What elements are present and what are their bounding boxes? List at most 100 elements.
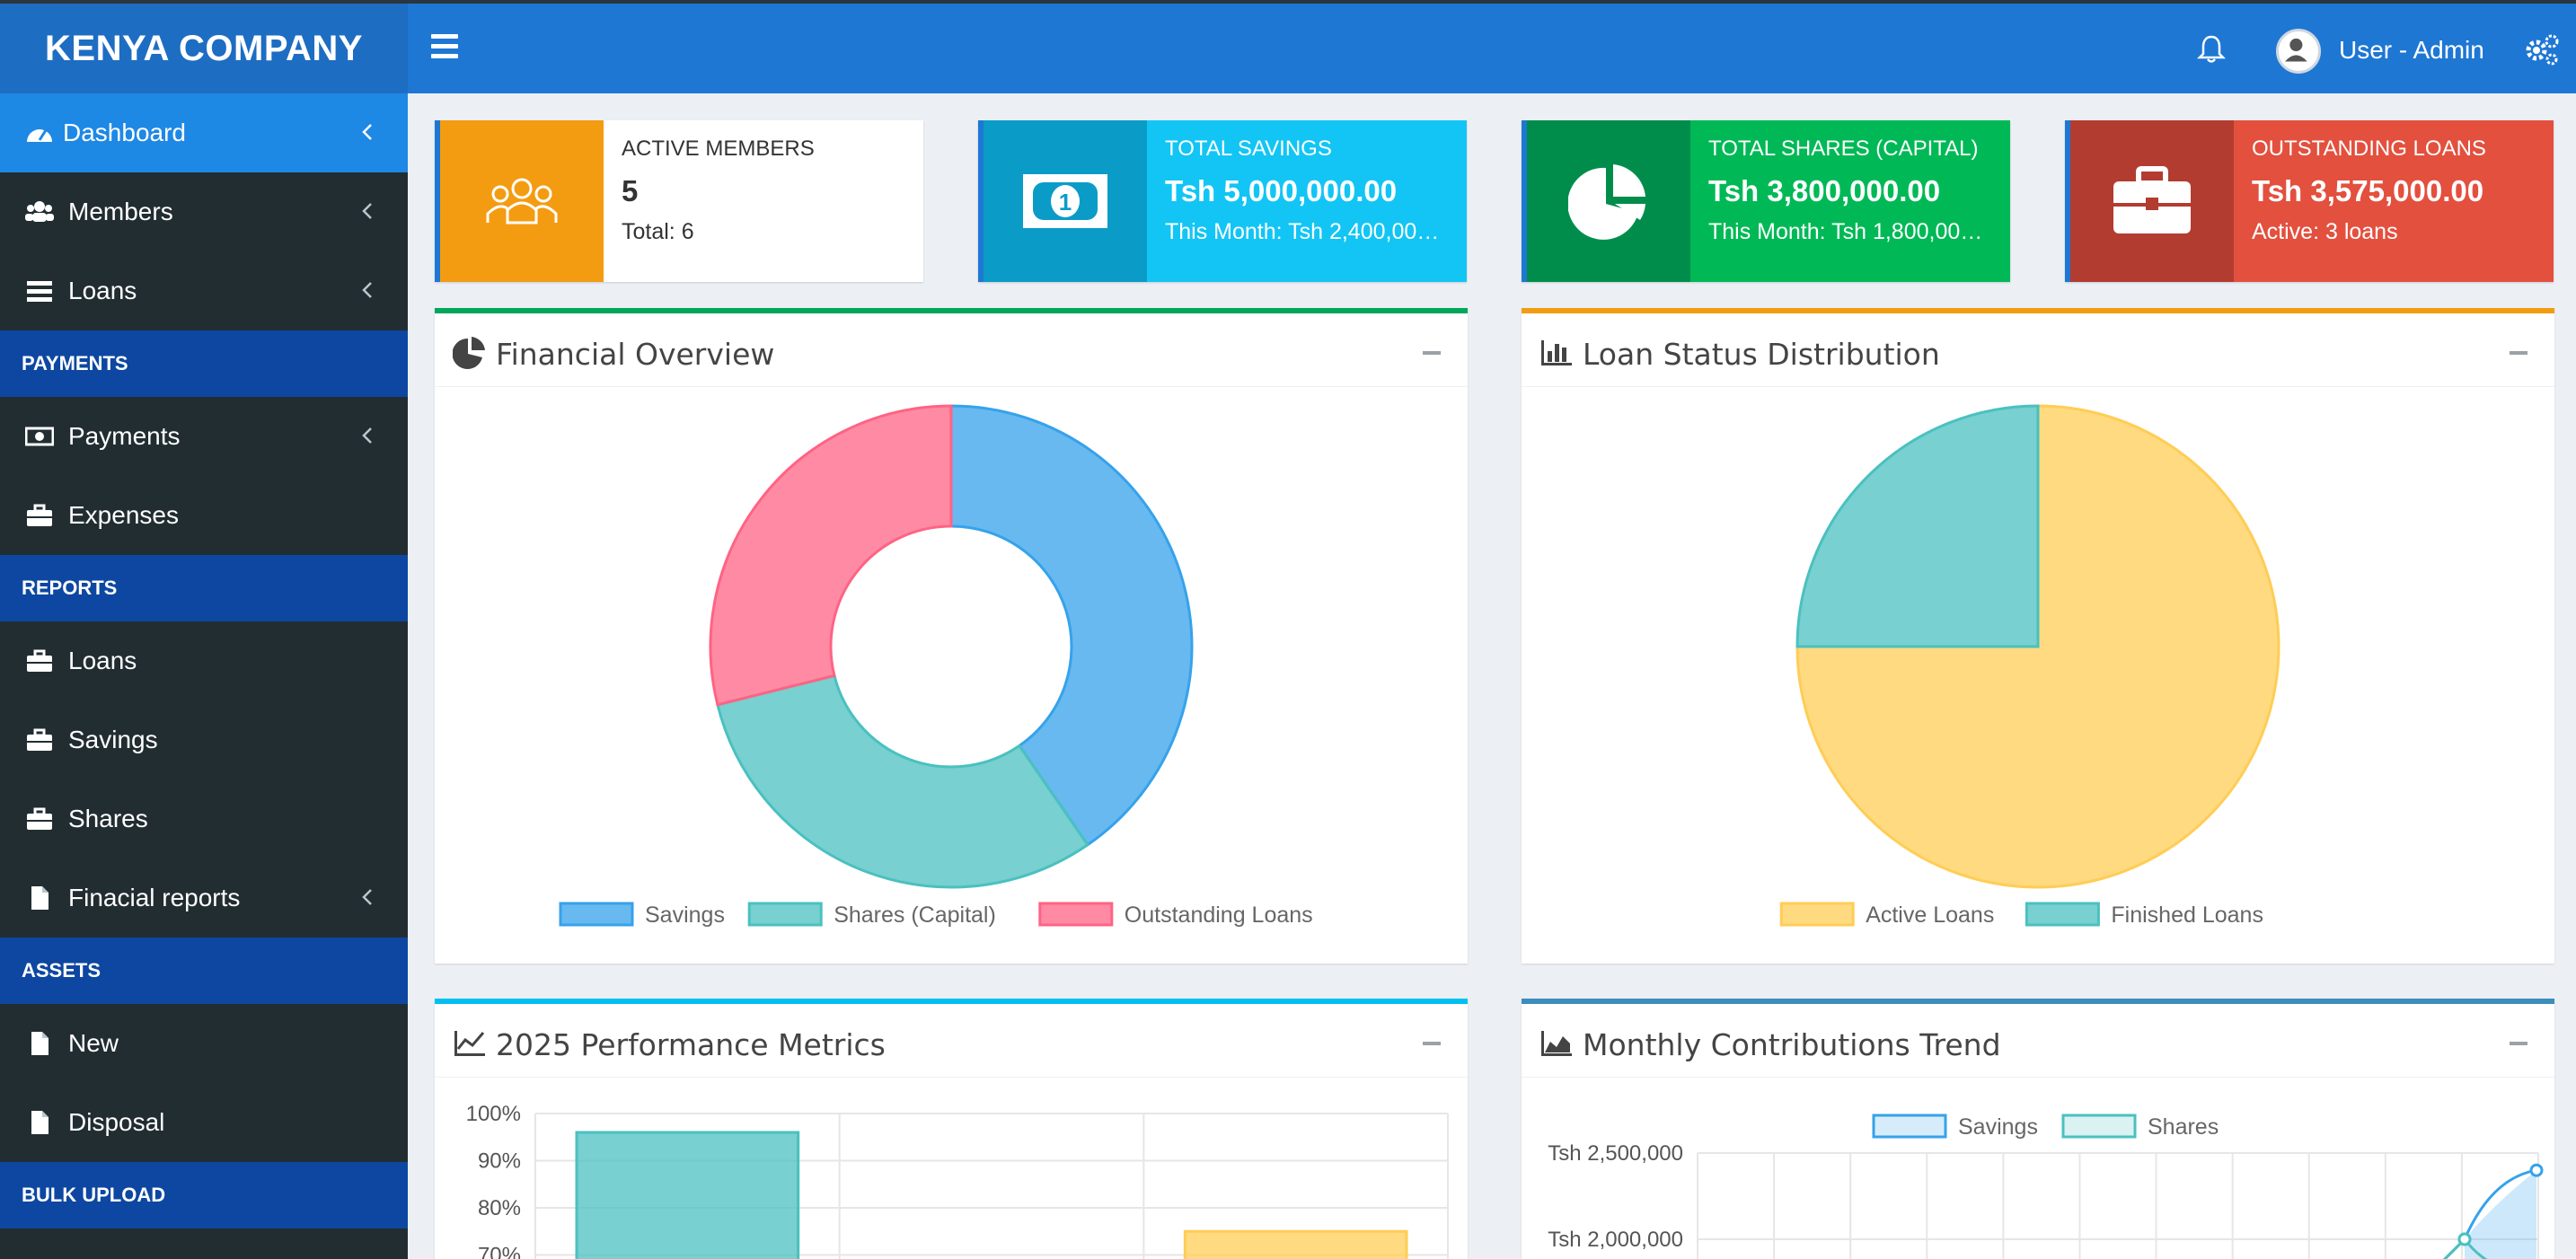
chevron-left-icon xyxy=(362,889,372,905)
y-tick-label: 100% xyxy=(466,1102,521,1126)
y-tick-label: 90% xyxy=(478,1149,521,1174)
pie-chart-icon xyxy=(453,337,485,369)
sidebar-item-label: Loans xyxy=(68,277,137,304)
loan-status-panel: Loan Status Distribution Active Loans Fin… xyxy=(1522,308,2554,964)
sidebar-item-label: Payments xyxy=(68,422,181,450)
sidebar-item-financial-reports[interactable]: Finacial reports xyxy=(0,858,408,938)
panel-title: Monthly Contributions Trend xyxy=(1583,1027,2001,1062)
sidebar-item-label: Finacial reports xyxy=(68,884,241,911)
legend-swatch[interactable] xyxy=(1872,1114,1947,1139)
info-box-icon-area xyxy=(2070,120,2234,282)
info-box-sub: This Month: Tsh 1,800,000.00 xyxy=(1708,219,1992,244)
monthly-trend-panel: Monthly Contributions Trend Savings Share… xyxy=(1522,999,2554,1259)
legend-swatch[interactable] xyxy=(2025,902,2100,927)
money-icon xyxy=(25,427,54,446)
briefcase-icon xyxy=(2113,166,2191,233)
legend-label[interactable]: Outstanding Loans xyxy=(1125,902,1313,928)
data-point[interactable] xyxy=(2457,1232,2472,1246)
info-box-icon-area xyxy=(1527,120,1690,282)
info-box-value: Tsh 3,800,000.00 xyxy=(1708,174,1941,207)
bell-icon[interactable] xyxy=(2197,34,2226,65)
sidebar-item-report-loans[interactable]: Loans xyxy=(0,621,408,700)
menu-toggle-icon[interactable] xyxy=(431,34,458,61)
sidebar-item-label: New xyxy=(68,1029,119,1057)
monthly-trend-chart: Savings Shares Tsh 2,500,000 Tsh 2,000,000 xyxy=(1548,1114,2544,1259)
sidebar-item-assets-new[interactable]: New xyxy=(0,1004,408,1083)
legend-label[interactable]: Finished Loans xyxy=(2111,902,2263,928)
performance-metrics-panel: 2025 Performance Metrics 100% 90% 80% 70% xyxy=(435,999,1468,1259)
info-box-value: 5 xyxy=(622,174,639,207)
info-box-accent xyxy=(435,120,440,282)
sidebar-item-assets-disposal[interactable]: Disposal xyxy=(0,1083,408,1162)
info-box-accent xyxy=(978,120,984,282)
top-navbar: KENYA COMPANY User - Admin xyxy=(0,0,2576,93)
collapse-minus-icon[interactable] xyxy=(1423,1042,1441,1045)
sidebar-item-label: Savings xyxy=(68,726,158,753)
sidebar-item-label: Members xyxy=(68,198,173,225)
legend-swatch[interactable] xyxy=(559,902,634,927)
pie-chart-icon xyxy=(1568,164,1645,240)
sidebar-item-expenses[interactable]: Expenses xyxy=(0,476,408,555)
file-icon xyxy=(31,1111,49,1134)
legend-swatch[interactable] xyxy=(747,902,823,927)
collapse-minus-icon[interactable] xyxy=(2510,1042,2527,1045)
bar[interactable] xyxy=(575,1131,800,1259)
svg-text:1: 1 xyxy=(1059,189,1072,216)
sidebar-item-members[interactable]: Members xyxy=(0,172,408,251)
sidebar-item-payments[interactable]: Payments xyxy=(0,397,408,476)
line-chart-icon xyxy=(454,1031,485,1056)
panel-title: 2025 Performance Metrics xyxy=(496,1027,886,1062)
y-tick-label: 70% xyxy=(478,1244,521,1259)
sidebar-header-bulk-upload: BULK UPLOAD xyxy=(0,1162,408,1228)
brand-logo[interactable]: KENYA COMPANY xyxy=(0,4,408,93)
legend-swatch[interactable] xyxy=(1038,902,1114,927)
pie-slice-finished-loans[interactable] xyxy=(1795,404,2040,648)
pie-slice-outstanding-loans[interactable] xyxy=(709,404,953,707)
info-box-sub: Active: 3 loans xyxy=(2252,219,2398,244)
legend-swatch[interactable] xyxy=(2061,1114,2137,1139)
collapse-minus-icon[interactable] xyxy=(2510,351,2527,355)
briefcase-icon xyxy=(27,504,52,526)
info-box-title: TOTAL SAVINGS xyxy=(1165,136,1332,161)
legend-label[interactable]: Savings xyxy=(1958,1114,2038,1140)
info-box-title: OUTSTANDING LOANS xyxy=(2252,136,2486,161)
info-box-outstanding-loans: OUTSTANDING LOANS Tsh 3,575,000.00 Activ… xyxy=(2065,120,2554,282)
user-name[interactable]: User - Admin xyxy=(2339,36,2484,64)
legend-label[interactable]: Shares xyxy=(2148,1114,2219,1140)
info-box-accent xyxy=(1522,120,1527,282)
legend-label[interactable]: Active Loans xyxy=(1866,902,1994,928)
sidebar-item-report-shares[interactable]: Shares xyxy=(0,779,408,858)
sidebar-item-loans[interactable]: Loans xyxy=(0,251,408,330)
sidebar-item-label: Disposal xyxy=(68,1108,165,1136)
chevron-left-icon xyxy=(362,282,372,298)
pie-slice-savings[interactable] xyxy=(949,404,1194,847)
user-avatar[interactable] xyxy=(2276,29,2321,74)
financial-overview-panel: Financial Overview Savings Shares (Capita… xyxy=(435,308,1468,964)
sidebar: Dashboard Members Loans PAYMENTS Payment… xyxy=(0,93,408,1259)
settings-gears-icon[interactable] xyxy=(2524,32,2560,66)
info-box-icon-area: 1 xyxy=(984,120,1147,282)
legend-swatch[interactable] xyxy=(1779,902,1855,927)
data-point[interactable] xyxy=(2529,1163,2544,1177)
bar-chart-icon xyxy=(1541,340,1572,365)
info-box-total-shares: TOTAL SHARES (CAPITAL) Tsh 3,800,000.00 … xyxy=(1522,120,2010,282)
legend-label[interactable]: Shares (Capital) xyxy=(834,902,996,928)
chevron-left-icon xyxy=(362,203,372,219)
pie-slice-shares-capital-[interactable] xyxy=(716,674,1090,889)
info-box-total-savings: 1 TOTAL SAVINGS Tsh 5,000,000.00 This Mo… xyxy=(978,120,1467,282)
panel-title: Financial Overview xyxy=(496,337,775,372)
series-area-savings xyxy=(2465,1170,2536,1259)
collapse-minus-icon[interactable] xyxy=(1423,351,1441,355)
y-tick-label: Tsh 2,000,000 xyxy=(1548,1228,1683,1252)
bar[interactable] xyxy=(1183,1229,1408,1259)
sidebar-item-label: Shares xyxy=(68,805,148,832)
y-tick-label: 80% xyxy=(478,1196,521,1220)
info-box-value: Tsh 5,000,000.00 xyxy=(1165,174,1398,207)
sidebar-item-dashboard[interactable]: Dashboard xyxy=(0,93,408,172)
sidebar-item-report-savings[interactable]: Savings xyxy=(0,700,408,779)
legend-label[interactable]: Savings xyxy=(645,902,725,928)
briefcase-icon xyxy=(27,728,52,751)
area-chart-icon xyxy=(1541,1031,1572,1056)
list-icon xyxy=(27,281,52,302)
users-icon xyxy=(25,201,54,222)
